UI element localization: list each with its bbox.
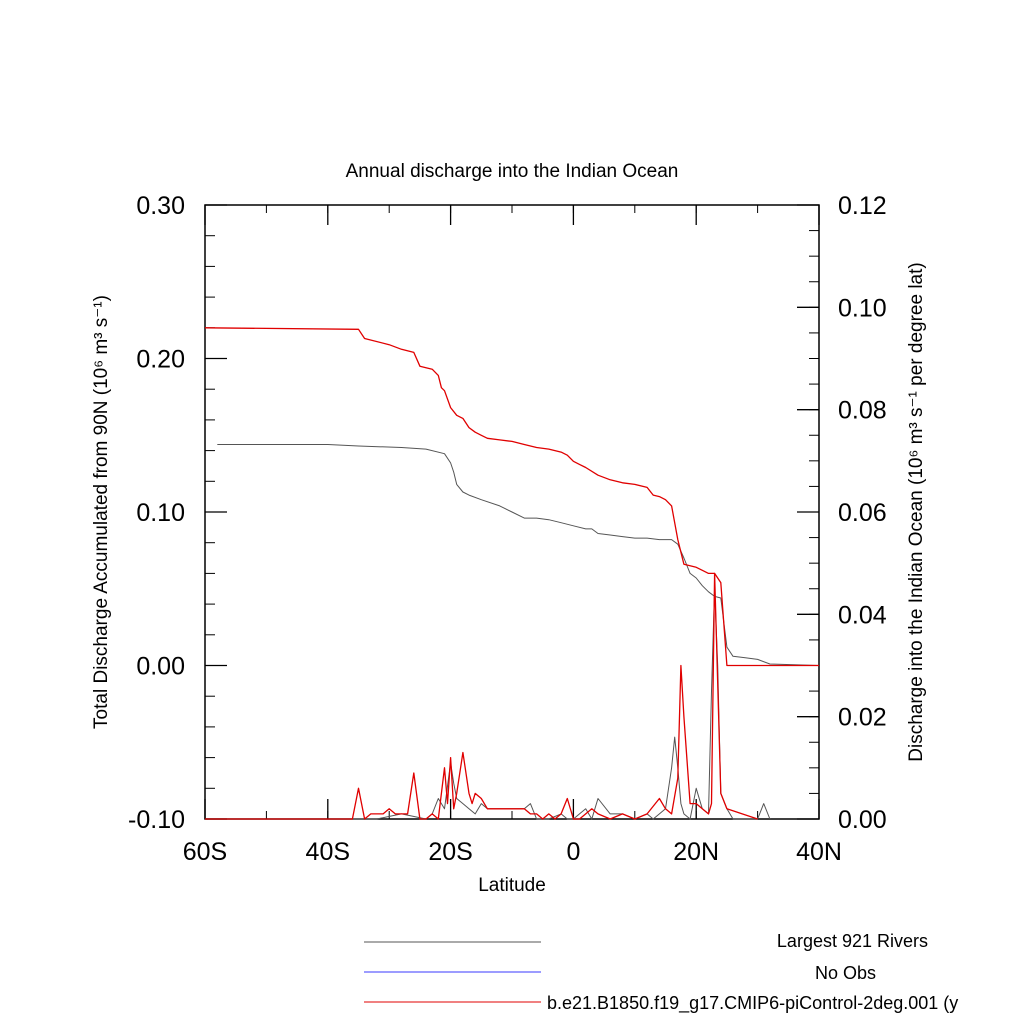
series-layer [204,327,820,820]
x-axis-ticks: 60S 40S 20S 0 20N 40N [183,205,842,866]
legend: Largest 921 Rivers No Obs b.e21.B1850.f1… [364,931,958,1014]
x-tick-label: 40N [796,838,842,866]
x-tick-label: 60S [183,838,227,866]
plot-area: 60S 40S 20S 0 20N 40N -0.10 0.00 0.10 0.20 0.30 0… [128,192,887,866]
legend-label-model-run: b.e21.B1850.f19_g17.CMIP6-piControl-2deg… [547,993,958,1014]
y-left-tick-label: 0.30 [136,192,185,220]
y-right-tick-label: 0.12 [838,192,887,220]
x-tick-label: 0 [566,838,580,866]
x-axis-label: Latitude [478,875,546,896]
legend-label-no-obs: No Obs [815,963,876,983]
y-left-tick-label: 0.00 [136,653,185,681]
right-y-axis-label: Discharge into the Indian Ocean (10⁶ m³ … [906,262,927,761]
left-y-axis-label: Total Discharge Accumulated from 90N (10… [91,295,112,729]
left-y-axis-ticks: -0.10 0.00 0.10 0.20 0.30 [128,192,227,834]
series-line-2 [204,327,819,667]
y-right-tick-label: 0.04 [838,601,887,629]
right-y-axis-ticks: 0.00 0.02 0.04 0.06 0.08 0.10 0.12 [797,192,887,834]
y-right-tick-label: 0.06 [838,499,887,527]
series-line-3 [205,588,771,820]
y-left-tick-label: -0.10 [128,806,185,834]
chart-title: Annual discharge into the Indian Ocean [346,161,679,182]
series-line-4 [205,572,758,820]
y-right-tick-label: 0.10 [838,294,887,322]
x-tick-label: 20S [428,838,472,866]
y-left-tick-label: 0.10 [136,499,185,527]
y-left-tick-label: 0.20 [136,346,185,374]
x-tick-label: 20N [673,838,719,866]
legend-label-largest-rivers: Largest 921 Rivers [777,931,928,951]
x-tick-label: 40S [306,838,350,866]
y-right-tick-label: 0.00 [838,806,887,834]
y-right-tick-label: 0.02 [838,704,887,732]
y-right-tick-label: 0.08 [838,397,887,425]
series-line-1 [217,444,820,666]
